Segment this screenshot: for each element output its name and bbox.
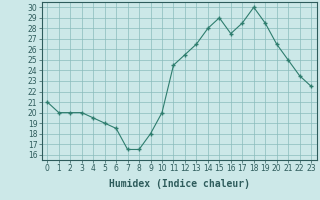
X-axis label: Humidex (Indice chaleur): Humidex (Indice chaleur) [109, 179, 250, 189]
